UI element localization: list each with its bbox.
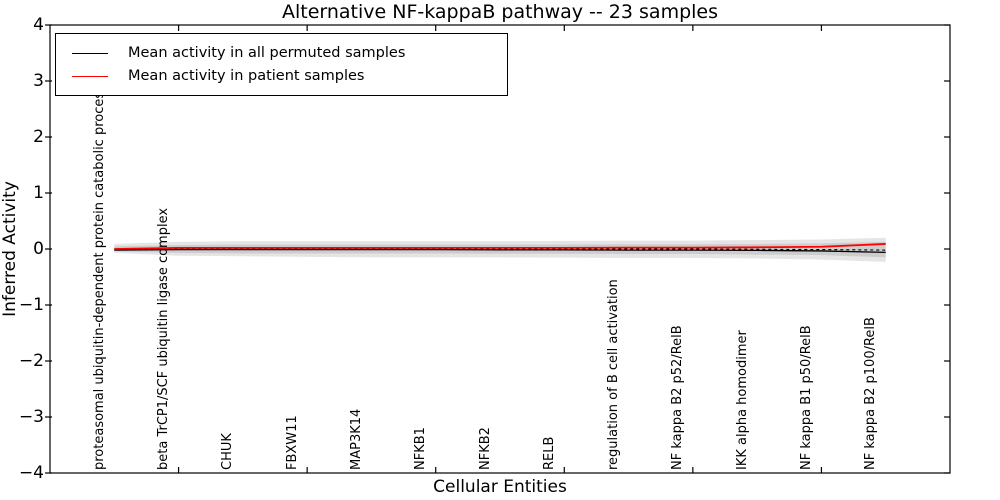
y-tick-label: 2 xyxy=(33,127,44,147)
y-tick-label: 1 xyxy=(33,183,44,203)
x-category-label: NF kappa B2 p52/RelB xyxy=(670,325,686,470)
y-tick-label: 0 xyxy=(33,239,44,259)
y-tick-label: 3 xyxy=(33,71,44,91)
y-tick-label: −1 xyxy=(18,295,44,315)
x-category-label: beta TrCP1/SCF ubiquitin ligase complex xyxy=(156,207,172,470)
legend-line-swatch xyxy=(72,75,108,77)
permuted-confidence-band-inner xyxy=(114,241,886,258)
y-tick-label: −2 xyxy=(18,351,44,371)
y-tick-label: −3 xyxy=(18,407,44,427)
legend-item: Mean activity in patient samples xyxy=(72,68,507,84)
x-category-label: NF kappa B1 p50/RelB xyxy=(798,325,814,470)
x-category-label: CHUK xyxy=(220,433,236,470)
y-tick-label: −4 xyxy=(18,463,44,483)
legend-line-swatch xyxy=(72,52,108,54)
x-category-label: proteasomal ubiquitin-dependent protein … xyxy=(91,85,107,470)
x-category-label: regulation of B cell activation xyxy=(606,279,622,470)
x-category-label: MAP3K14 xyxy=(348,408,364,470)
mean-activity-in-patient-samples-line xyxy=(114,243,886,250)
legend-label: Mean activity in all permuted samples xyxy=(128,45,406,61)
legend-label: Mean activity in patient samples xyxy=(128,68,365,84)
x-axis-label: Cellular Entities xyxy=(433,477,567,497)
median-activity-in-permuted-samples-line xyxy=(114,248,886,251)
x-category-label: FBXW11 xyxy=(284,415,300,470)
legend-item: Mean activity in all permuted samples xyxy=(72,45,507,61)
x-category-label: IKK alpha homodimer xyxy=(734,330,750,470)
x-category-label: NFKB2 xyxy=(477,427,493,470)
mean-activity-in-all-permuted-samples-line xyxy=(114,248,886,254)
legend: Mean activity in all permuted samples Mea… xyxy=(55,33,508,96)
x-category-label: NFKB1 xyxy=(413,427,429,470)
permuted-confidence-band-outer xyxy=(114,237,886,262)
x-category-label: NF kappa B2 p100/RelB xyxy=(863,317,879,470)
chart-title: Alternative NF-kappaB pathway -- 23 samp… xyxy=(281,1,719,23)
y-tick-label: 4 xyxy=(33,15,44,35)
x-category-label: RELB xyxy=(541,436,557,470)
